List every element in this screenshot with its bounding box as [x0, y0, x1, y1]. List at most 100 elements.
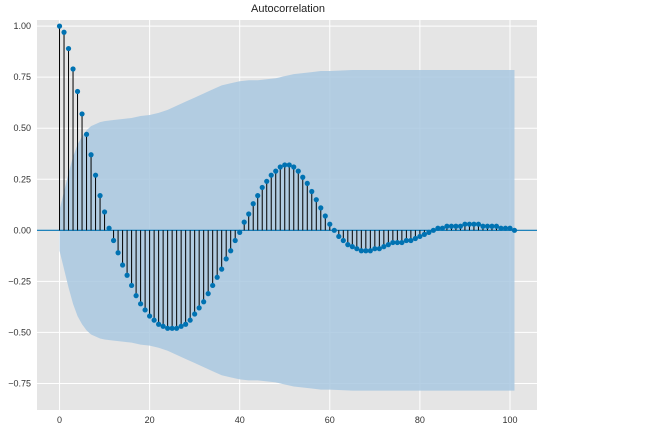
acf-point	[250, 201, 256, 207]
acf-point	[421, 231, 427, 237]
acf-point	[367, 248, 373, 254]
acf-point	[511, 227, 518, 233]
acf-point	[223, 256, 229, 262]
acf-point	[110, 237, 117, 244]
x-tick-label: 40	[235, 415, 245, 425]
acf-point	[300, 174, 306, 180]
acf-point	[106, 225, 112, 231]
acf-point	[304, 180, 310, 186]
acf-point	[133, 293, 139, 299]
acf-point	[277, 164, 283, 170]
acf-point	[372, 246, 378, 252]
acf-point	[322, 213, 328, 219]
acf-point	[399, 239, 405, 246]
acf-point	[169, 325, 175, 331]
acf-point	[480, 223, 486, 229]
acf-point	[138, 301, 144, 307]
acf-point	[403, 237, 409, 244]
acf-point	[475, 221, 482, 227]
acf-point	[83, 131, 90, 137]
acf-point	[498, 225, 504, 231]
acf-point	[394, 239, 400, 246]
acf-point	[61, 29, 67, 35]
acf-point	[237, 229, 243, 235]
acf-point	[444, 223, 450, 229]
acf-point	[124, 272, 130, 278]
acf-point	[309, 188, 315, 195]
acf-point	[88, 152, 94, 158]
stems-group	[59, 26, 511, 329]
acf-point	[291, 164, 297, 170]
markers-group	[56, 23, 518, 331]
acf-point	[196, 305, 202, 311]
x-tick-label: 60	[325, 415, 335, 425]
acf-point	[345, 242, 351, 248]
acf-point	[156, 321, 162, 327]
acf-point	[232, 237, 238, 244]
acf-point	[70, 66, 76, 72]
acf-point	[390, 239, 396, 246]
acf-point	[385, 242, 391, 248]
acf-point	[318, 205, 324, 211]
acf-point	[408, 237, 414, 244]
y-tick-label: −0.50	[8, 327, 31, 337]
acf-point	[79, 111, 85, 117]
acf-point	[259, 184, 265, 191]
x-tick-label: 100	[502, 415, 517, 425]
acf-point	[92, 172, 99, 178]
acf-point	[457, 223, 464, 229]
acf-point	[502, 225, 509, 231]
acf-point	[439, 225, 446, 231]
acf-point	[119, 262, 126, 268]
acf-point	[228, 248, 234, 254]
acf-point	[183, 321, 189, 327]
acf-point	[349, 244, 355, 250]
acf-point	[466, 221, 473, 227]
acf-point	[448, 223, 455, 229]
acf-point	[358, 248, 364, 254]
y-tick-label: 0.75	[13, 72, 31, 82]
acf-point	[201, 299, 207, 305]
acf-point	[336, 233, 342, 240]
y-tick-labels: −0.75 −0.50 −0.25 0.00 0.25 0.50 0.75 1.00	[8, 21, 31, 388]
acf-point	[192, 311, 198, 317]
y-tick-label: 0.25	[13, 174, 31, 184]
acf-point	[210, 282, 216, 289]
x-tick-label: 80	[415, 415, 425, 425]
acf-point	[489, 223, 495, 229]
acf-point	[462, 221, 468, 227]
acf-point	[142, 307, 148, 313]
acf-point	[187, 317, 193, 323]
acf-point	[453, 223, 459, 229]
acf-point	[115, 250, 121, 256]
acf-point	[273, 168, 279, 174]
x-tick-label: 20	[145, 415, 155, 425]
acf-point	[97, 193, 103, 199]
y-tick-label: 0.00	[13, 225, 31, 235]
acf-point	[340, 237, 346, 244]
acf-point	[363, 248, 369, 254]
acf-point	[430, 227, 436, 233]
acf-point	[471, 221, 477, 227]
acf-point	[74, 88, 81, 95]
acf-point	[219, 266, 225, 272]
acf-point	[493, 223, 500, 229]
acf-point	[264, 178, 270, 184]
acf-point	[214, 274, 220, 280]
acf-point	[426, 229, 432, 235]
acf-point	[174, 325, 180, 331]
acf-point	[241, 219, 247, 225]
acf-point	[147, 313, 153, 319]
acf-point	[165, 325, 171, 331]
acf-point	[354, 246, 360, 252]
acf-point	[313, 197, 319, 203]
acf-point	[327, 221, 333, 227]
acf-point	[246, 211, 252, 217]
acf-point	[268, 172, 274, 178]
acf-point	[417, 233, 423, 240]
acf-point	[507, 225, 513, 231]
chart-title: Autocorrelation	[251, 3, 325, 15]
acf-point	[435, 225, 441, 231]
acf-point	[295, 168, 301, 174]
y-tick-label: 1.00	[13, 21, 31, 31]
